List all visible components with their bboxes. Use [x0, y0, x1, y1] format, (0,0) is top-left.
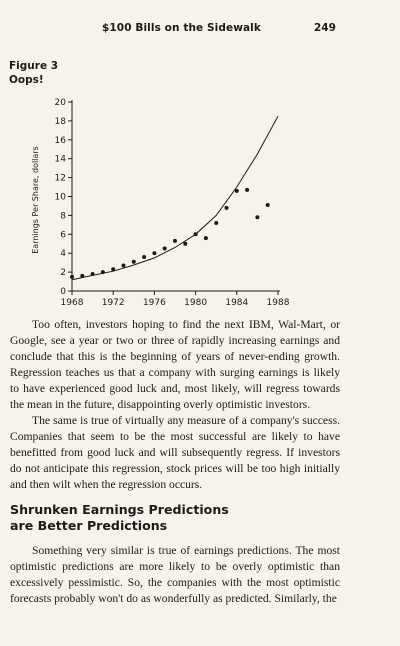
data-point	[193, 232, 198, 237]
running-head: $100 Bills on the Sidewalk	[102, 22, 261, 34]
paragraph-2: The same is true of virtually any measur…	[10, 414, 340, 491]
data-point	[111, 267, 116, 272]
figure-label: Figure 3 Oops!	[9, 59, 58, 87]
y-tick-label: 18	[55, 117, 67, 127]
y-tick-label: 14	[55, 155, 67, 165]
paragraph-3: Something very similar is true of earnin…	[10, 544, 340, 605]
chart-ticks: 0 2 4 6 8 10 12 14 16 18 20 1968 1972 1976 1980 1984 198…	[55, 98, 290, 308]
data-point	[152, 251, 157, 256]
section-heading: Shrunken Earnings Predictions are Better…	[10, 502, 340, 534]
data-point	[183, 241, 188, 246]
y-tick-label: 4	[60, 249, 66, 259]
y-tick-label: 6	[60, 230, 66, 240]
x-tick-label: 1984	[225, 298, 248, 308]
data-point	[173, 238, 177, 243]
y-tick-label: 12	[55, 174, 66, 184]
y-tick-label: 10	[55, 193, 67, 203]
y-tick-label: 20	[55, 98, 67, 108]
data-point	[265, 203, 270, 208]
data-point	[121, 263, 126, 268]
data-point	[234, 188, 239, 193]
paragraph-1: Too often, investors hoping to find the …	[10, 318, 340, 411]
data-point	[90, 271, 95, 276]
data-point	[224, 205, 229, 210]
data-point	[255, 215, 260, 220]
y-tick-label: 8	[60, 211, 66, 221]
y-axis-label: Earnings Per Share, dollars	[31, 146, 40, 254]
x-tick-label: 1976	[143, 298, 166, 308]
y-tick-label: 2	[60, 268, 66, 278]
data-point	[203, 236, 208, 241]
trend-curve	[71, 115, 279, 281]
x-tick-label: 1988	[267, 298, 290, 308]
data-point	[100, 270, 105, 275]
figure-number: Figure 3	[9, 60, 59, 72]
page-number: 249	[314, 22, 336, 34]
x-tick-label: 1980	[184, 298, 207, 308]
trend-curve-path	[71, 115, 279, 281]
y-tick-label: 0	[60, 287, 66, 297]
data-point	[162, 246, 167, 251]
data-point	[131, 259, 136, 264]
figure-caption: Oops!	[9, 74, 44, 86]
data-points	[70, 187, 270, 279]
x-tick-label: 1968	[61, 298, 84, 308]
data-point	[245, 187, 250, 192]
y-tick-label: 16	[55, 136, 67, 146]
section-heading-line-2: are Better Predictions	[10, 518, 168, 533]
chart-axes	[71, 100, 280, 292]
data-point	[70, 274, 74, 279]
data-point	[142, 254, 147, 259]
x-tick-label: 1972	[102, 298, 125, 308]
data-point	[214, 220, 219, 225]
section-heading-line-1: Shrunken Earnings Predictions	[10, 502, 229, 517]
data-point	[80, 273, 85, 278]
earnings-chart: Earnings Per Share, dollars 0 2 4 6 8 10 12 14 1…	[31, 98, 290, 308]
